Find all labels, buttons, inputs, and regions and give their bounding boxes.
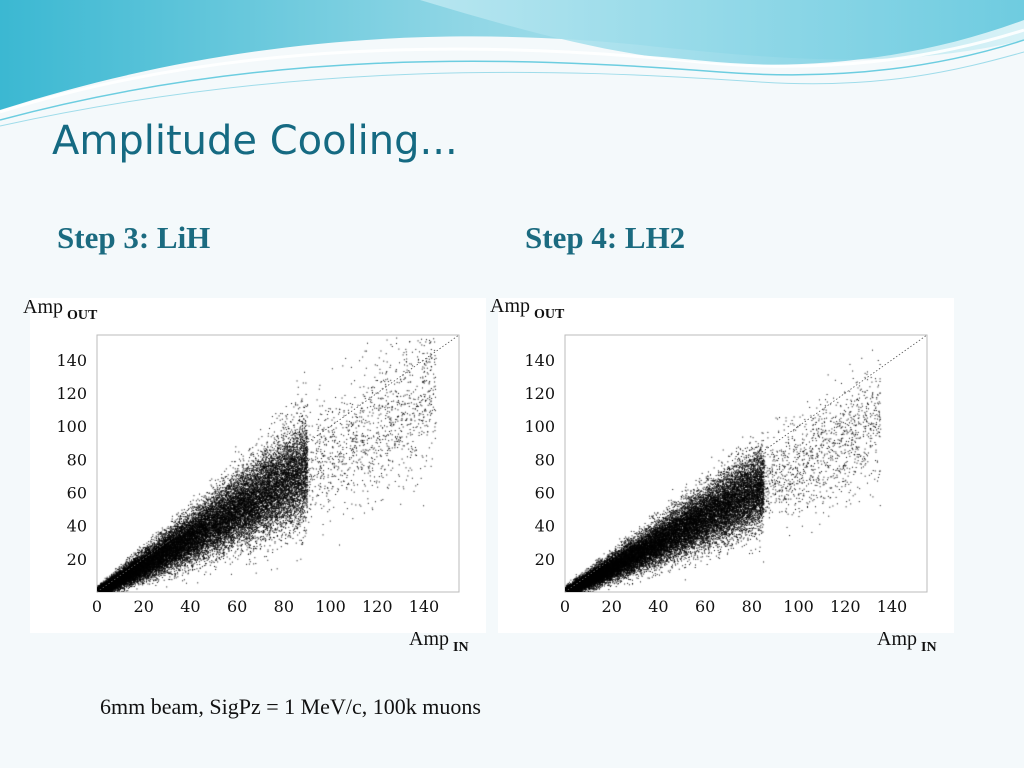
lih-y-tick-label: 140	[56, 351, 87, 370]
lih-y-tick-label: 100	[56, 417, 87, 436]
lih-x-tick-label: 80	[274, 597, 294, 616]
lh2-y-tick-label: 20	[535, 550, 555, 569]
lh2-y-tick-label: 80	[535, 450, 555, 469]
lh2-y-axis-label: Amp OUT	[490, 295, 564, 323]
lih-x-axis-label-sub: IN	[453, 640, 469, 655]
lh2-x-axis-label-sub: IN	[921, 640, 937, 655]
lih-y-tick-label: 120	[56, 384, 87, 403]
lh2-x-tick-label: 20	[602, 597, 622, 616]
header-banner	[0, 0, 1024, 130]
lih-x-tick-label: 120	[362, 597, 393, 616]
lh2-x-tick-label: 100	[783, 597, 814, 616]
lh2-x-tick-label: 120	[830, 597, 861, 616]
lh2-y-axis-label-sub: OUT	[534, 307, 565, 322]
lh2-y-tick-label: 60	[535, 484, 555, 503]
lh2-x-tick-label: 140	[877, 597, 908, 616]
lih-y-axis-label: Amp OUT	[23, 296, 97, 324]
lih-reference-line	[96, 334, 460, 593]
lh2-x-tick-label: 0	[560, 597, 570, 616]
lih-y-tick-label: 40	[67, 517, 87, 536]
lh2-x-axis-label: Amp IN	[877, 628, 937, 656]
lih-scatter-panel: 0 20 40 60 80 100 120 140 20 40 60 80 100 120 140	[30, 298, 486, 633]
lih-y-axis-label-sub: OUT	[67, 308, 98, 323]
lh2-x-tick-label: 40	[648, 597, 668, 616]
step3-label: Step 3: LiH	[57, 220, 211, 255]
lih-x-axis-label: Amp IN	[409, 628, 469, 656]
lih-y-tick-label: 60	[67, 484, 87, 503]
lh2-x-tick-label: 60	[695, 597, 715, 616]
lh2-x-tick-label: 80	[742, 597, 762, 616]
lih-x-axis-label-main: Amp	[409, 628, 449, 650]
lh2-reference-line	[564, 334, 928, 593]
lh2-y-tick-label: 120	[524, 384, 555, 403]
lh2-y-tick-label: 100	[524, 417, 555, 436]
lih-y-axis-label-main: Amp	[23, 296, 63, 318]
lih-x-tick-label: 20	[134, 597, 154, 616]
slide-caption: 6mm beam, SigPz = 1 MeV/c, 100k muons	[100, 694, 481, 719]
lh2-scatter-panel: 0 20 40 60 80 100 120 140 20 40 60 80 100 120 140	[498, 298, 954, 633]
lh2-y-tick-label: 40	[535, 517, 555, 536]
lih-x-tick-label: 40	[180, 597, 200, 616]
lih-x-tick-label: 140	[409, 597, 440, 616]
lih-y-tick-label: 80	[67, 450, 87, 469]
lh2-y-tick-label: 140	[524, 351, 555, 370]
lh2-y-axis-label-main: Amp	[490, 295, 530, 317]
step4-label: Step 4: LH2	[525, 220, 686, 255]
lih-x-tick-label: 60	[227, 597, 247, 616]
lh2-x-axis-label-main: Amp	[877, 628, 917, 650]
lih-scatter-chart: 0 20 40 60 80 100 120 140 20 40 60 80 100 120 140	[56, 334, 460, 616]
lih-y-tick-label: 20	[67, 550, 87, 569]
lh2-scatter-chart: 0 20 40 60 80 100 120 140 20 40 60 80 100 120 140	[524, 334, 928, 616]
slide-title: Amplitude Cooling...	[52, 118, 458, 164]
lih-x-tick-label: 0	[92, 597, 102, 616]
lih-x-tick-label: 100	[315, 597, 346, 616]
